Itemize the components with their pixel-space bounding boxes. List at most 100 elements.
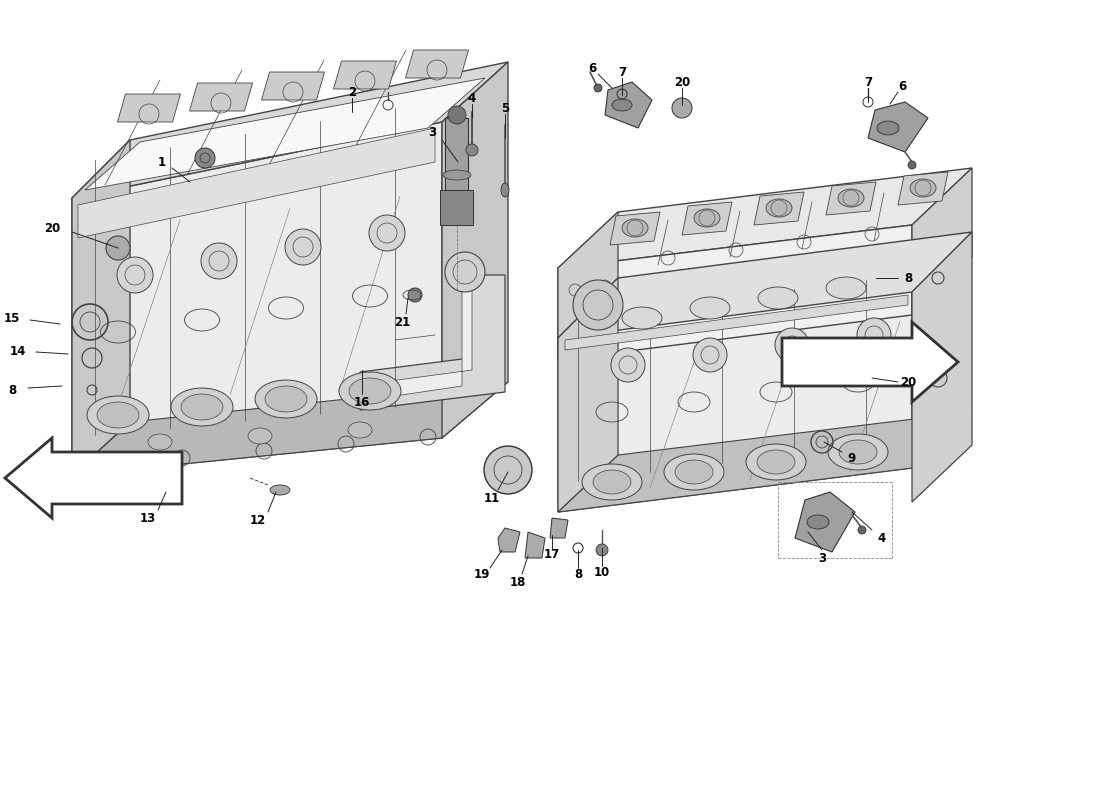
Polygon shape: [72, 62, 508, 198]
Circle shape: [573, 280, 623, 330]
Polygon shape: [558, 212, 618, 360]
Polygon shape: [912, 232, 972, 502]
Circle shape: [201, 243, 236, 279]
Polygon shape: [826, 182, 876, 215]
Text: 13: 13: [140, 511, 156, 525]
Circle shape: [693, 338, 727, 372]
Polygon shape: [525, 532, 544, 558]
Ellipse shape: [826, 277, 866, 299]
Text: 18: 18: [509, 575, 526, 589]
Ellipse shape: [612, 99, 632, 111]
Ellipse shape: [593, 470, 631, 494]
Ellipse shape: [877, 121, 899, 135]
Text: 8: 8: [574, 569, 582, 582]
Polygon shape: [558, 278, 618, 512]
Text: 8: 8: [904, 271, 912, 285]
Polygon shape: [72, 122, 442, 475]
Text: 5: 5: [500, 102, 509, 114]
Circle shape: [776, 328, 808, 362]
Text: 1: 1: [158, 155, 166, 169]
Circle shape: [106, 236, 130, 260]
Circle shape: [672, 98, 692, 118]
Polygon shape: [360, 275, 505, 410]
Ellipse shape: [828, 434, 888, 470]
Text: 21: 21: [394, 315, 410, 329]
Text: 8: 8: [8, 383, 16, 397]
Text: 4: 4: [878, 531, 887, 545]
Polygon shape: [610, 212, 660, 245]
Circle shape: [596, 544, 608, 556]
Polygon shape: [565, 295, 907, 350]
Text: 7: 7: [864, 75, 872, 89]
Ellipse shape: [757, 450, 795, 474]
Polygon shape: [605, 82, 652, 128]
Text: 19: 19: [474, 569, 491, 582]
Text: 6: 6: [587, 62, 596, 74]
Text: 20: 20: [44, 222, 60, 234]
Polygon shape: [189, 83, 253, 111]
Circle shape: [285, 229, 321, 265]
Ellipse shape: [170, 388, 233, 426]
Polygon shape: [754, 192, 804, 225]
Ellipse shape: [582, 464, 642, 500]
Ellipse shape: [87, 396, 148, 434]
Polygon shape: [550, 518, 568, 538]
Ellipse shape: [746, 444, 806, 480]
Polygon shape: [498, 528, 520, 552]
Ellipse shape: [675, 460, 713, 484]
Text: 20: 20: [674, 75, 690, 89]
Ellipse shape: [694, 209, 720, 227]
Polygon shape: [118, 94, 180, 122]
Ellipse shape: [182, 394, 223, 420]
Text: 11: 11: [484, 491, 500, 505]
Ellipse shape: [621, 219, 648, 237]
Ellipse shape: [766, 199, 792, 217]
Polygon shape: [440, 190, 473, 225]
Ellipse shape: [500, 183, 509, 197]
Polygon shape: [898, 172, 948, 205]
Circle shape: [908, 161, 916, 169]
Circle shape: [610, 348, 645, 382]
Ellipse shape: [97, 402, 139, 428]
Text: 3: 3: [428, 126, 436, 138]
Ellipse shape: [621, 307, 662, 329]
Polygon shape: [868, 102, 928, 152]
Polygon shape: [558, 412, 972, 512]
Polygon shape: [6, 438, 182, 518]
Circle shape: [446, 252, 485, 292]
Polygon shape: [912, 168, 972, 315]
Ellipse shape: [838, 189, 864, 207]
Text: 4: 4: [468, 91, 476, 105]
Ellipse shape: [148, 434, 172, 450]
Circle shape: [117, 257, 153, 293]
Text: 10: 10: [594, 566, 610, 578]
Circle shape: [594, 84, 602, 92]
Ellipse shape: [758, 287, 798, 309]
Ellipse shape: [348, 422, 372, 438]
Ellipse shape: [443, 170, 471, 180]
Circle shape: [408, 288, 422, 302]
Text: 12: 12: [250, 514, 266, 526]
Ellipse shape: [248, 428, 272, 444]
Polygon shape: [795, 492, 855, 552]
Text: 7: 7: [618, 66, 626, 78]
Polygon shape: [558, 232, 972, 338]
Polygon shape: [78, 128, 434, 238]
Polygon shape: [368, 285, 472, 400]
Circle shape: [858, 526, 866, 534]
Circle shape: [857, 318, 891, 352]
Text: 15: 15: [3, 311, 20, 325]
Text: 16: 16: [354, 395, 371, 409]
Polygon shape: [682, 202, 732, 235]
Polygon shape: [558, 168, 972, 268]
Text: 2: 2: [348, 86, 356, 98]
Ellipse shape: [807, 515, 829, 529]
Text: 14: 14: [10, 346, 26, 358]
Polygon shape: [446, 118, 468, 195]
Ellipse shape: [690, 297, 730, 319]
Polygon shape: [558, 225, 912, 360]
Ellipse shape: [910, 179, 936, 197]
Polygon shape: [262, 72, 324, 100]
Polygon shape: [72, 382, 508, 475]
Ellipse shape: [839, 440, 877, 464]
